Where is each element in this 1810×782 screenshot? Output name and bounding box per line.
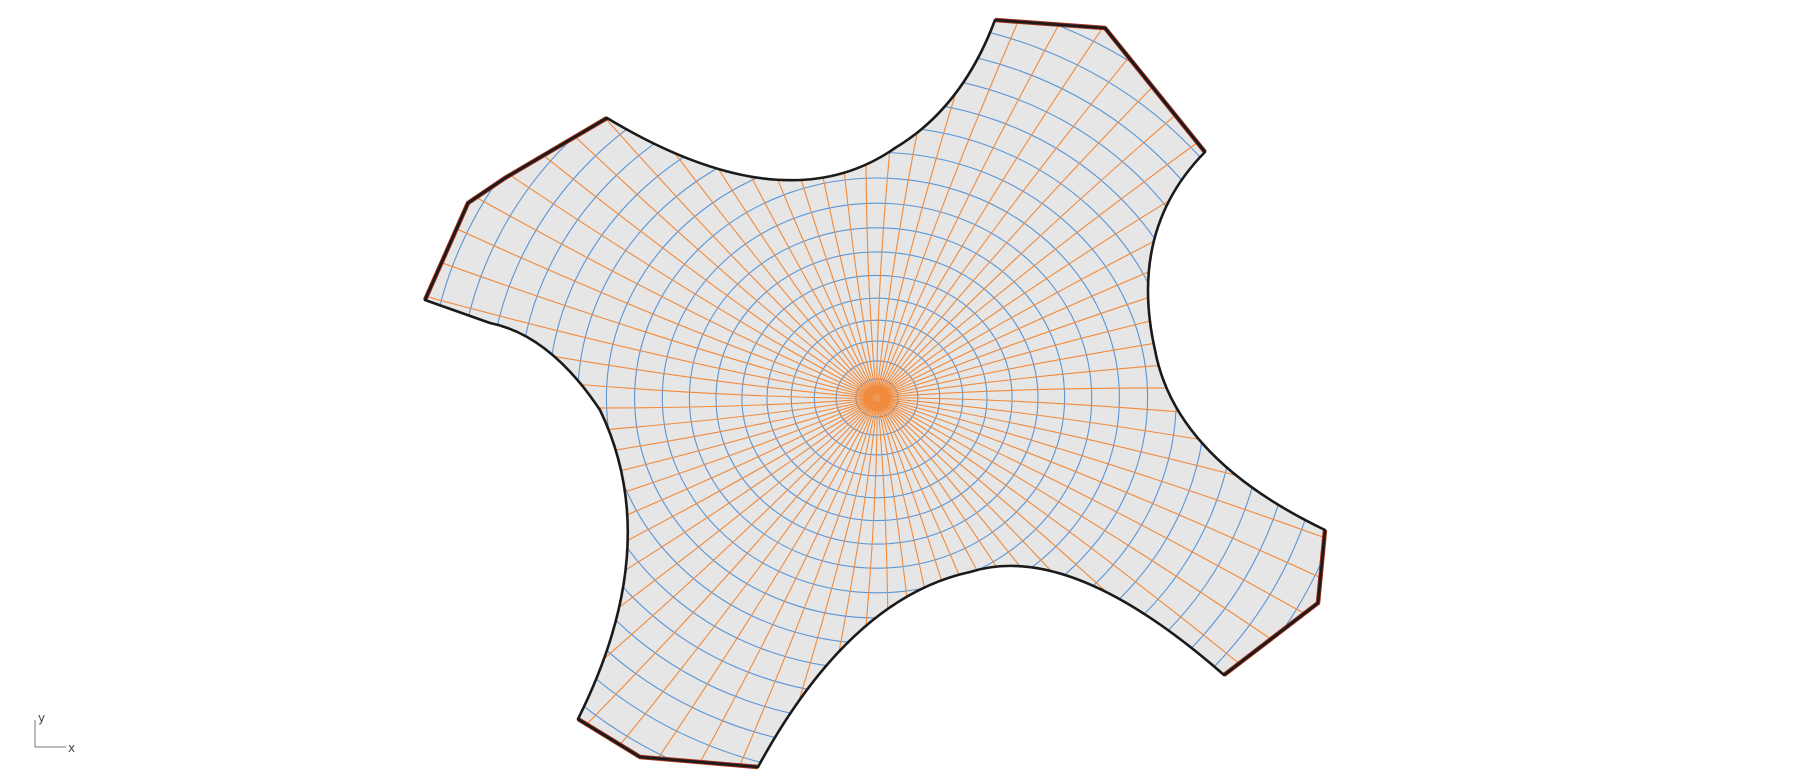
radial-curve — [878, 20, 1315, 395]
radial-curve — [880, 399, 1325, 767]
radial-curve — [439, 401, 876, 767]
radial-curve — [425, 104, 874, 398]
ring-curve — [790, 319, 964, 477]
mesh-wireframe — [425, 20, 1325, 767]
radial-curve — [494, 401, 877, 767]
y-axis-label: y — [38, 711, 45, 725]
radial-curve — [879, 20, 1325, 396]
radial-curve — [880, 398, 1325, 637]
radial-curve — [425, 20, 874, 397]
ring-curve — [688, 227, 1066, 569]
radial-curve — [880, 397, 1325, 580]
radial-curve — [446, 20, 875, 396]
radial-curve — [880, 398, 1325, 692]
ring-curve — [715, 251, 1039, 545]
radial-curve — [877, 20, 1201, 395]
radial-curve — [425, 400, 876, 767]
radial-curve — [425, 20, 875, 396]
x-axis-label: x — [68, 741, 75, 755]
mesh-center-hub — [864, 385, 890, 411]
radial-curve — [425, 401, 876, 767]
ring-curve — [741, 274, 1013, 522]
radial-curve — [425, 20, 875, 397]
radial-curve — [425, 400, 875, 767]
radial-curve — [877, 20, 1260, 395]
radial-curve — [876, 20, 1078, 395]
radial-curves — [425, 20, 1325, 767]
radial-curve — [880, 398, 1325, 745]
radial-curve — [880, 399, 1325, 767]
radial-curve — [425, 216, 874, 399]
radial-curve — [553, 401, 877, 767]
radial-curve — [425, 51, 874, 398]
radial-curve — [676, 401, 878, 767]
radial-curve — [425, 159, 874, 398]
ring-curve — [813, 340, 941, 456]
ring-curve — [661, 202, 1093, 594]
radial-curve — [425, 20, 874, 397]
radial-curve — [878, 20, 1325, 396]
ring-curve — [766, 297, 988, 499]
radial-curve — [878, 20, 1325, 395]
boundary-curve[interactable] — [423, 18, 1327, 769]
radial-curve — [614, 401, 877, 767]
axis-gizmo: y x — [34, 711, 75, 755]
radial-curve — [877, 20, 1140, 395]
radial-curve — [879, 20, 1325, 396]
